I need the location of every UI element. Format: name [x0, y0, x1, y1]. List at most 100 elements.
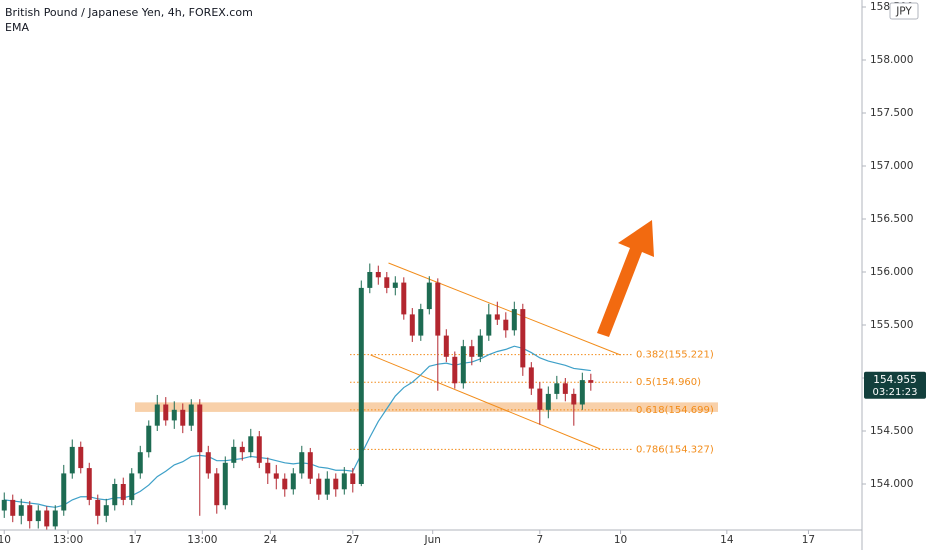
candle-body [418, 309, 424, 336]
x-tick-label: 10 [0, 534, 11, 546]
candle-body [486, 314, 492, 336]
candle-body [367, 271, 373, 288]
fib-label: 0.618(154.699) [636, 405, 714, 416]
plot-area [1, 262, 718, 530]
candle-body [265, 462, 271, 474]
candle-body [469, 346, 475, 357]
ema-line [4, 345, 591, 508]
candle-body [231, 446, 237, 463]
candle-body [27, 505, 33, 522]
candle-body [299, 452, 305, 474]
candle-body [333, 478, 339, 490]
y-tick-label: 155.500 [870, 319, 913, 331]
candle-body [35, 510, 41, 522]
candle-body [375, 271, 381, 278]
candle-body [290, 473, 296, 490]
candle-body [18, 505, 24, 516]
candle-body [171, 409, 177, 421]
candle-body [494, 314, 500, 320]
candle-body [61, 473, 67, 511]
candle-body [248, 436, 254, 453]
y-tick-label: 157.000 [870, 160, 913, 172]
candle-body [282, 478, 288, 490]
candle-body [392, 282, 398, 288]
candle-body [103, 505, 109, 516]
candle-body [520, 309, 526, 368]
y-tick-label: 156.500 [870, 213, 913, 225]
y-tick-label: 157.500 [870, 107, 913, 119]
candle-body [528, 367, 534, 389]
candle-body [222, 462, 228, 506]
candle-body [1, 499, 7, 511]
candle-body [129, 473, 135, 500]
x-tick-label: Jun [423, 534, 440, 546]
candle-body [69, 446, 75, 474]
candle-body [350, 473, 356, 484]
candle-body [112, 483, 118, 506]
y-tick-label: 154.500 [870, 425, 913, 437]
trend-arrow [597, 220, 654, 337]
candle-body [95, 499, 101, 516]
candle-body [307, 452, 313, 479]
chart-title: British Pound / Japanese Yen, 4h, FOREX.… [5, 6, 253, 19]
fib-label: 0.5(154.960) [636, 377, 701, 388]
last-price: 154.955 [873, 374, 916, 386]
x-tick-label: 17 [802, 534, 815, 546]
candle-body [137, 452, 143, 474]
candle-body [401, 282, 407, 315]
countdown: 03:21:23 [873, 387, 918, 398]
candle-body [154, 404, 160, 426]
candle-body [44, 510, 50, 527]
y-tick-label: 158.000 [870, 54, 913, 66]
channel-line [370, 354, 601, 450]
candle-body [256, 436, 262, 463]
x-tick-label: 14 [720, 534, 734, 546]
candle-body [188, 404, 194, 426]
candle-body [86, 468, 92, 500]
candle-body [426, 282, 432, 310]
currency: JPY [895, 6, 912, 18]
candle-body [443, 335, 449, 357]
candle-body [180, 409, 186, 426]
candle-body [197, 404, 203, 453]
candle-body [120, 483, 126, 500]
candle-body [579, 380, 585, 405]
candle-body [341, 473, 347, 490]
candle-body [545, 393, 551, 410]
candle-body [452, 356, 458, 384]
candle-body [503, 319, 509, 331]
candle-body [214, 473, 220, 506]
candle-body [358, 287, 364, 484]
candle-body [384, 277, 390, 288]
candle-body [52, 510, 58, 527]
candle-body [409, 314, 415, 336]
currency-badge[interactable] [889, 2, 919, 20]
last-price-box [864, 371, 926, 399]
candle-body [146, 425, 152, 453]
candle-body [10, 499, 16, 516]
candle-body [324, 478, 330, 495]
candle-body [537, 388, 543, 410]
fib-label: 0.382(155.221) [636, 350, 714, 361]
candle-body [316, 478, 322, 495]
indicator-name: EMA [5, 21, 29, 34]
candle-body [239, 446, 245, 453]
candle-body [477, 335, 483, 357]
candle-body [554, 383, 560, 394]
support-zone [135, 402, 718, 412]
candle-body [571, 393, 577, 405]
candle-body [562, 383, 568, 394]
channel-line [388, 262, 621, 356]
candle-body [460, 346, 466, 384]
x-tick-label: 17 [128, 534, 141, 546]
candle-body [163, 404, 169, 421]
x-tick-label: 24 [264, 534, 278, 546]
x-tick-label: 13:00 [53, 534, 83, 546]
fib-label: 0.786(154.327) [636, 444, 714, 455]
x-tick-label: 7 [536, 534, 543, 546]
candle-body [588, 380, 594, 383]
x-tick-label: 10 [614, 534, 627, 546]
candle-body [273, 473, 279, 479]
